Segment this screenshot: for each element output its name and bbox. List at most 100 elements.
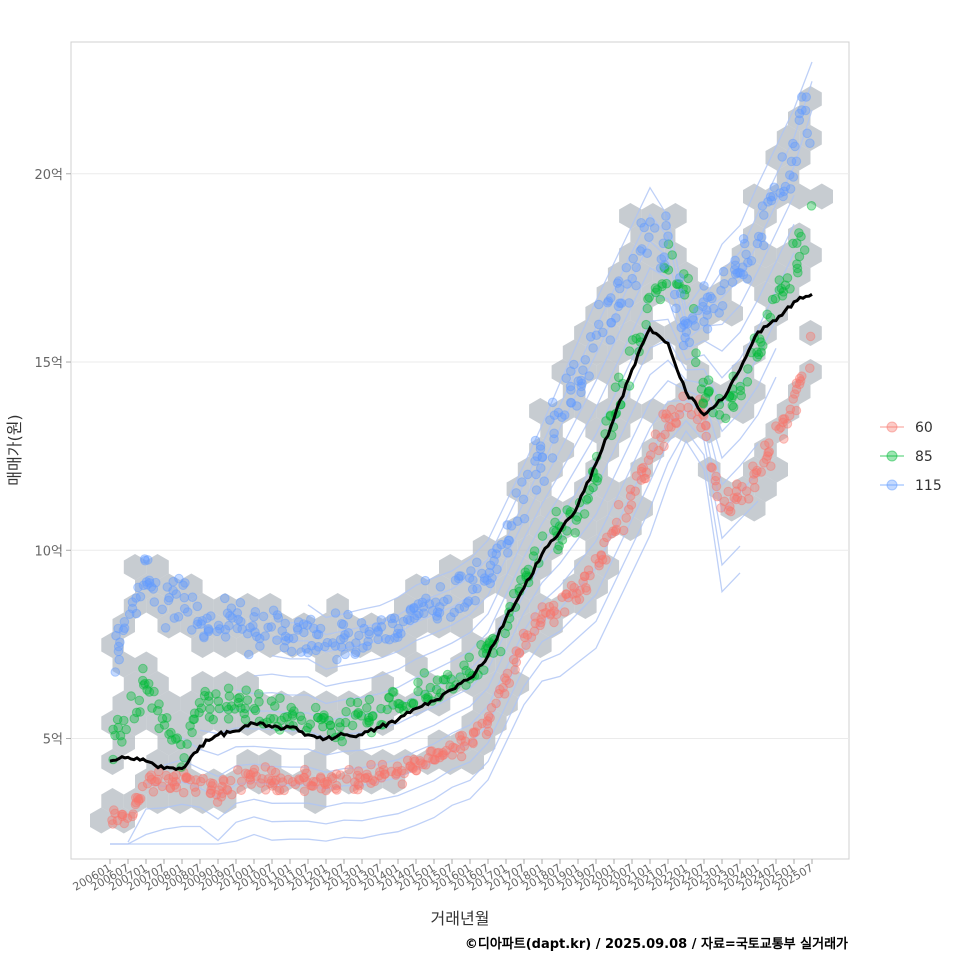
data-point xyxy=(644,232,654,242)
data-point xyxy=(154,723,164,734)
data-point xyxy=(659,260,670,270)
hex-bin xyxy=(191,632,214,658)
data-point xyxy=(432,614,443,624)
data-point xyxy=(530,612,540,622)
hex-bin xyxy=(799,320,822,346)
data-point xyxy=(779,186,789,197)
data-point xyxy=(117,809,127,820)
data-point xyxy=(360,773,370,783)
hex-bin xyxy=(101,632,124,658)
data-point xyxy=(462,598,472,608)
data-point xyxy=(669,289,680,300)
data-point xyxy=(303,722,313,733)
data-point xyxy=(373,634,383,645)
data-point xyxy=(308,776,319,787)
data-point xyxy=(602,297,613,308)
data-point xyxy=(492,564,502,575)
data-point xyxy=(204,696,214,706)
hex-bin xyxy=(112,729,135,756)
data-point xyxy=(654,445,664,456)
data-point xyxy=(487,573,497,583)
data-point xyxy=(793,267,803,278)
data-point xyxy=(550,517,560,528)
data-point xyxy=(187,625,197,635)
density-contours xyxy=(110,61,813,845)
data-point xyxy=(549,617,559,628)
data-point xyxy=(110,667,121,677)
data-point xyxy=(725,501,735,512)
hex-bin xyxy=(405,573,428,600)
data-point xyxy=(737,262,748,273)
data-point xyxy=(396,628,406,639)
data-point xyxy=(738,269,749,280)
hex-bin xyxy=(562,378,586,405)
data-point xyxy=(735,385,746,396)
data-point xyxy=(169,780,180,790)
data-point xyxy=(464,573,475,583)
hex-bin xyxy=(202,612,226,639)
data-point xyxy=(257,774,267,784)
data-point xyxy=(510,665,520,675)
data-point xyxy=(594,299,604,310)
hex-bin xyxy=(135,651,158,678)
hex-bin xyxy=(225,612,248,639)
data-point xyxy=(611,313,621,323)
hex-bin xyxy=(607,495,631,522)
data-point xyxy=(771,421,781,431)
data-point xyxy=(137,781,148,792)
hex-bin xyxy=(405,651,428,678)
data-point xyxy=(516,575,526,585)
data-point xyxy=(610,382,621,393)
data-point xyxy=(203,624,214,634)
data-point xyxy=(704,386,715,396)
data-point xyxy=(181,772,191,783)
data-point xyxy=(752,347,762,358)
data-point xyxy=(663,239,674,249)
data-point xyxy=(583,565,594,575)
data-point xyxy=(111,630,121,641)
data-point xyxy=(569,359,579,370)
hex-bin xyxy=(664,398,687,424)
data-point xyxy=(736,390,747,401)
hex-bin xyxy=(416,593,439,619)
data-point xyxy=(233,614,243,625)
data-point xyxy=(405,605,416,616)
data-point xyxy=(144,687,155,697)
data-point xyxy=(700,420,711,431)
data-point xyxy=(753,349,764,360)
hex-bin xyxy=(630,261,653,288)
data-point xyxy=(472,721,483,731)
legend-key-point xyxy=(886,421,898,433)
data-point xyxy=(413,686,423,697)
data-point xyxy=(506,521,517,531)
data-point xyxy=(425,746,436,757)
hex-bin xyxy=(585,300,608,327)
data-point xyxy=(598,327,608,338)
data-point xyxy=(350,710,361,720)
data-point xyxy=(394,699,405,709)
data-point xyxy=(500,628,511,639)
data-point xyxy=(284,633,294,644)
data-point xyxy=(354,630,364,641)
data-point xyxy=(219,776,229,786)
data-point xyxy=(723,486,734,497)
data-point xyxy=(659,252,669,262)
data-point xyxy=(362,769,372,780)
data-point xyxy=(392,628,403,639)
data-point xyxy=(419,608,429,619)
data-point xyxy=(561,589,571,600)
hex-bin xyxy=(427,729,451,756)
hex-bin xyxy=(799,242,822,268)
data-point xyxy=(530,456,540,466)
data-point xyxy=(686,409,697,420)
data-point xyxy=(484,567,495,578)
data-point xyxy=(119,818,130,829)
data-point xyxy=(211,790,222,800)
hex-bin xyxy=(427,573,451,600)
data-point xyxy=(785,184,796,194)
data-point xyxy=(806,201,817,211)
data-point xyxy=(743,364,753,374)
data-point xyxy=(140,555,150,566)
data-point xyxy=(631,333,642,344)
data-point xyxy=(732,268,743,278)
